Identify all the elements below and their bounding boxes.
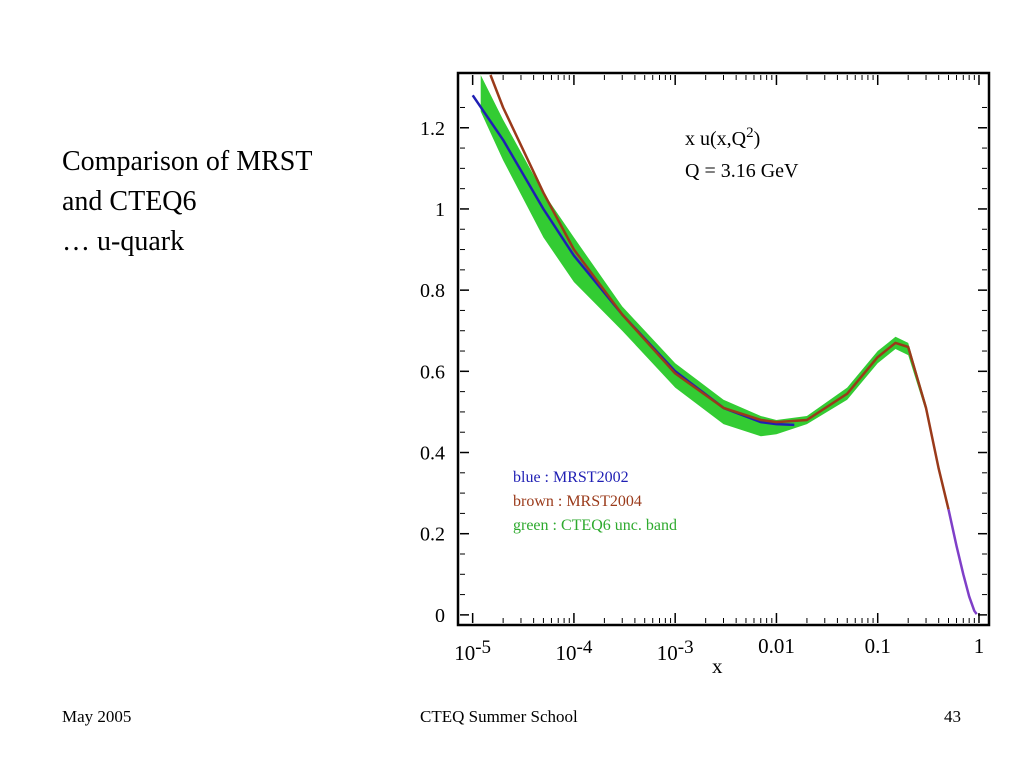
annotation-line-2: Q = 3.16 GeV <box>685 160 799 182</box>
pdf-chart: 0 0.2 0.4 0.6 0.8 1 1.2 10-5 10-4 10-3 0.01 0.1 1 x … <box>420 71 991 678</box>
annotation-end: ) <box>754 128 761 150</box>
x-tick-label: 10-3 <box>657 637 694 665</box>
annotation-sup: 2 <box>746 125 754 141</box>
x-tick-label: 1 <box>974 634 985 658</box>
x-axis-label: x <box>712 654 723 678</box>
y-tick-label: 0.4 <box>420 443 445 465</box>
axis-layer: 0 0.2 0.4 0.6 0.8 1 1.2 10-5 10-4 10-3 0.01 0.1 1 <box>420 75 987 665</box>
slide-text: Comparison of MRST and CTEQ6 … u-quark <box>62 142 312 262</box>
annotation-main: x u(x,Q <box>685 128 747 150</box>
annotation-line-1: x u(x,Q2) <box>685 125 760 150</box>
y-tick-label: 0.8 <box>420 280 445 302</box>
legend-entry-green: green : CTEQ6 unc. band <box>513 517 677 534</box>
series-line-mrst2004 <box>489 74 950 510</box>
slide-text-line-2: and CTEQ6 <box>62 186 197 217</box>
y-tick-label: 0 <box>435 605 445 627</box>
slide-text-line-1: Comparison of MRST <box>62 146 313 177</box>
x-tick-label: 0.01 <box>758 634 795 658</box>
y-tick-label: 1.2 <box>420 118 445 140</box>
x-tick-label: 0.1 <box>865 634 891 658</box>
legend-entry-blue: blue : MRST2002 <box>513 469 629 486</box>
y-tick-label: 1 <box>435 199 445 221</box>
series-line-tail <box>947 509 978 615</box>
y-tick-label: 0.6 <box>420 361 445 383</box>
footer-date: May 2005 <box>62 707 132 726</box>
x-tick-label: 10-4 <box>556 637 593 665</box>
slide-text-line-3: … u-quark <box>62 226 185 257</box>
footer-page-number: 43 <box>944 707 961 726</box>
legend-entry-brown: brown : MRST2004 <box>513 493 642 510</box>
y-tick-label: 0.2 <box>420 524 445 546</box>
x-tick-label: 10-5 <box>454 637 491 665</box>
series-layer <box>471 74 978 615</box>
footer-center: CTEQ Summer School <box>420 707 578 726</box>
